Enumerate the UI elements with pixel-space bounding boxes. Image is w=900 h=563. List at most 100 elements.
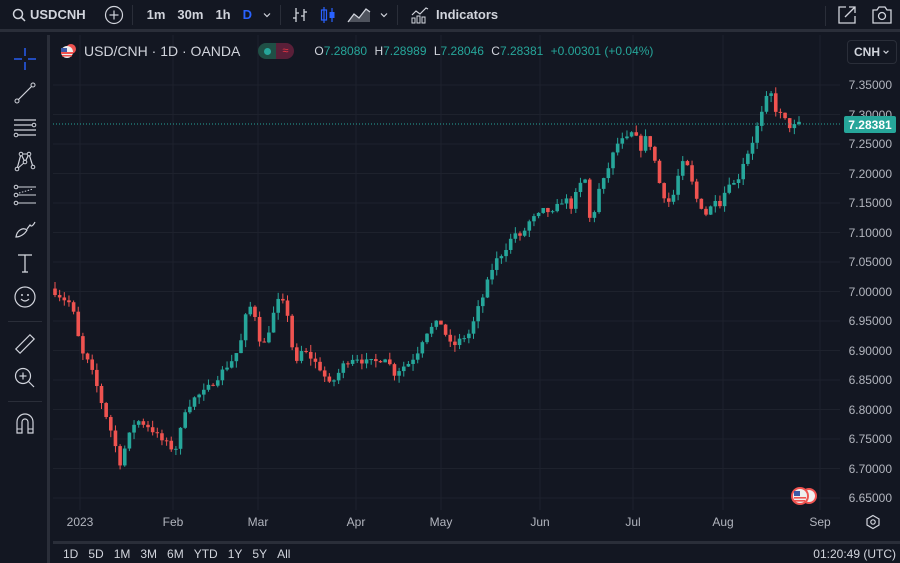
text-tool[interactable] <box>12 250 38 276</box>
compare-button[interactable] <box>104 0 124 31</box>
bottom-toolbar: 1D 5D 1M 3M 6M YTD 1Y 5Y All 01:20:49 (U… <box>53 541 900 563</box>
ohlc-values: O7.28080 H7.28989 L7.28046 C7.28381 +0.0… <box>314 44 654 58</box>
range-1y[interactable]: 1Y <box>227 546 243 561</box>
brush-tool[interactable] <box>12 216 38 242</box>
drawing-toolbar <box>0 35 50 563</box>
range-1d[interactable]: 1D <box>63 546 79 561</box>
trend-line-tool[interactable] <box>12 80 38 106</box>
price-tick: 7.15000 <box>848 196 892 210</box>
timeframe-1m[interactable]: 1m <box>146 7 166 22</box>
zoom-tool[interactable] <box>12 365 38 391</box>
indicators-button[interactable]: Indicators <box>410 0 498 31</box>
market-status[interactable]: ≈ <box>258 43 295 59</box>
symbol-search[interactable]: USDCNH <box>12 0 86 31</box>
pattern-icon <box>14 151 36 172</box>
range-ytd[interactable]: YTD <box>193 546 218 561</box>
top-toolbar: USDCNH 1m 30m 1h D Indicators <box>0 0 900 32</box>
price-tick: 7.05000 <box>848 255 892 269</box>
price-tick: 7.25000 <box>848 137 892 151</box>
crosshair-icon <box>14 48 36 70</box>
price-tick: 7.20000 <box>848 166 892 181</box>
close-value: 7.28381 <box>499 44 544 58</box>
low-value: 7.28046 <box>440 44 484 58</box>
price-chart[interactable] <box>53 35 900 540</box>
range-5d[interactable]: 5D <box>88 546 104 561</box>
range-3m[interactable]: 3M <box>140 546 158 561</box>
camera-icon <box>872 6 892 24</box>
area-chart-button[interactable] <box>347 0 371 31</box>
indicators-label: Indicators <box>436 7 499 22</box>
divider <box>397 4 399 25</box>
utc-clock[interactable]: 01:20:49 (UTC) <box>813 546 896 561</box>
fibonacci-icon <box>13 184 36 206</box>
fib-tool[interactable] <box>12 182 38 208</box>
magnet-icon <box>16 413 34 434</box>
screenshot-button[interactable] <box>871 5 893 30</box>
market-open-dot-icon <box>263 47 271 55</box>
last-price-label: 7.28381 <box>844 116 896 134</box>
price-tick: 6.70000 <box>848 461 892 476</box>
ruler-icon <box>14 333 36 355</box>
range-1m[interactable]: 1M <box>113 546 131 561</box>
magnet-tool[interactable] <box>12 411 38 437</box>
chart-type-dropdown[interactable] <box>379 0 389 31</box>
timeframe-30m[interactable]: 30m <box>177 7 204 22</box>
price-tick: 6.95000 <box>848 314 892 328</box>
divider <box>825 6 826 26</box>
price-tick: 6.75000 <box>848 432 892 446</box>
candles-button[interactable] <box>319 0 337 31</box>
chart-settings-icon[interactable] <box>865 514 881 530</box>
crosshair-tool[interactable] <box>12 46 38 72</box>
price-tick: 7.35000 <box>848 78 892 92</box>
approx-icon: ≈ <box>276 43 295 59</box>
candlestick-icon <box>320 6 335 23</box>
divider <box>131 4 133 25</box>
price-tick: 6.65000 <box>848 491 892 505</box>
time-tick: Aug <box>712 515 734 529</box>
time-tick: May <box>429 515 453 529</box>
timeframe-dropdown[interactable] <box>262 0 272 31</box>
smiley-icon <box>14 286 36 308</box>
time-tick: Apr <box>346 515 366 529</box>
time-tick: Sep <box>809 515 831 529</box>
measure-tool[interactable] <box>12 331 38 357</box>
chart-legend: USD/CNH · 1D · OANDA ≈ O7.28080 H7.28989… <box>60 43 653 59</box>
horizontal-lines-icon <box>13 119 37 138</box>
timeframe-1h[interactable]: 1h <box>215 7 231 22</box>
time-tick: 2023 <box>66 515 94 529</box>
time-tick: Jun <box>530 515 550 529</box>
open-new-window-button[interactable] <box>837 5 857 30</box>
symbol-label: USDCNH <box>30 7 86 22</box>
pattern-tool[interactable] <box>12 148 38 174</box>
search-icon <box>12 8 26 22</box>
price-tick: 7.10000 <box>848 225 892 240</box>
price-tick: 6.80000 <box>848 402 892 417</box>
add-circle-icon <box>104 5 123 24</box>
chevron-down-icon <box>883 50 889 54</box>
area-chart-icon <box>347 7 371 22</box>
divider <box>280 4 282 25</box>
indicators-icon <box>411 6 429 23</box>
horizontal-lines-tool[interactable] <box>12 114 38 140</box>
time-tick: Feb <box>162 515 184 529</box>
economic-events-icon[interactable] <box>789 486 819 506</box>
divider <box>8 401 42 402</box>
chevron-down-icon <box>263 12 271 17</box>
symbol-title[interactable]: USD/CNH · 1D · OANDA <box>84 43 241 59</box>
currency-button[interactable]: CNH <box>847 40 897 64</box>
external-link-icon <box>838 6 856 24</box>
timeframe-d[interactable]: D <box>242 7 253 22</box>
range-all[interactable]: All <box>277 546 291 561</box>
chevron-down-icon <box>380 12 388 17</box>
range-5y[interactable]: 5Y <box>252 546 268 561</box>
text-icon <box>18 254 32 273</box>
divider <box>8 321 42 322</box>
price-tick: 7.00000 <box>848 284 892 299</box>
range-6m[interactable]: 6M <box>167 546 184 561</box>
change-value: +0.00301 (+0.04%) <box>550 44 654 58</box>
price-tick: 6.85000 <box>848 373 892 387</box>
time-tick: Mar <box>247 515 269 529</box>
high-value: 7.28989 <box>383 44 427 58</box>
bar-chart-button[interactable] <box>291 0 309 31</box>
emoji-tool[interactable] <box>12 284 38 310</box>
